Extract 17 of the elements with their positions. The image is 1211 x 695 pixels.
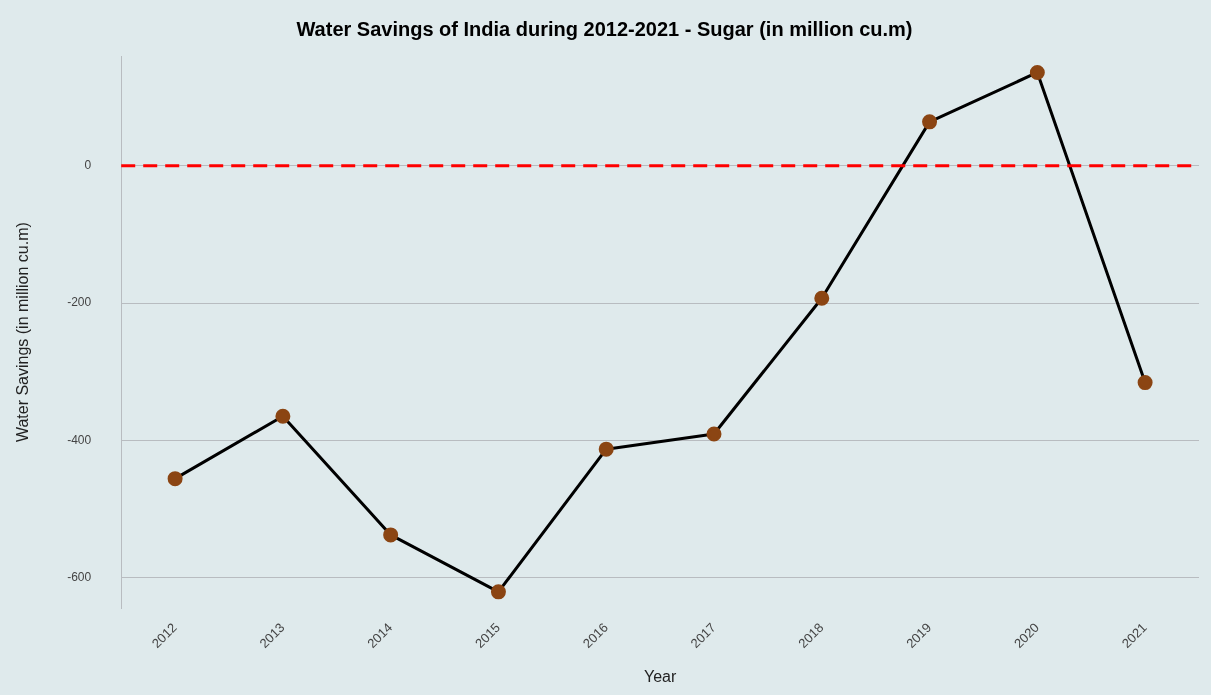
- x-axis-title: Year: [643, 667, 677, 685]
- point: [814, 290, 830, 306]
- point: [922, 114, 938, 130]
- point: [1029, 64, 1045, 80]
- y-tick-label: 0: [84, 158, 92, 173]
- point: [1137, 375, 1153, 391]
- point: [598, 441, 614, 457]
- point: [275, 408, 291, 424]
- y-tick-label: -400: [67, 432, 92, 447]
- y-axis-title: Water Savings (in million cu.m): [14, 222, 32, 443]
- y-tick-label: -200: [67, 295, 92, 310]
- chart-title: Water Savings of India during 2012-2021 - Sugar (in million cu.m): [296, 17, 913, 40]
- point: [383, 527, 399, 543]
- point: [167, 471, 183, 487]
- point: [706, 426, 722, 442]
- y-tick-label: -600: [67, 569, 92, 584]
- point: [490, 584, 506, 600]
